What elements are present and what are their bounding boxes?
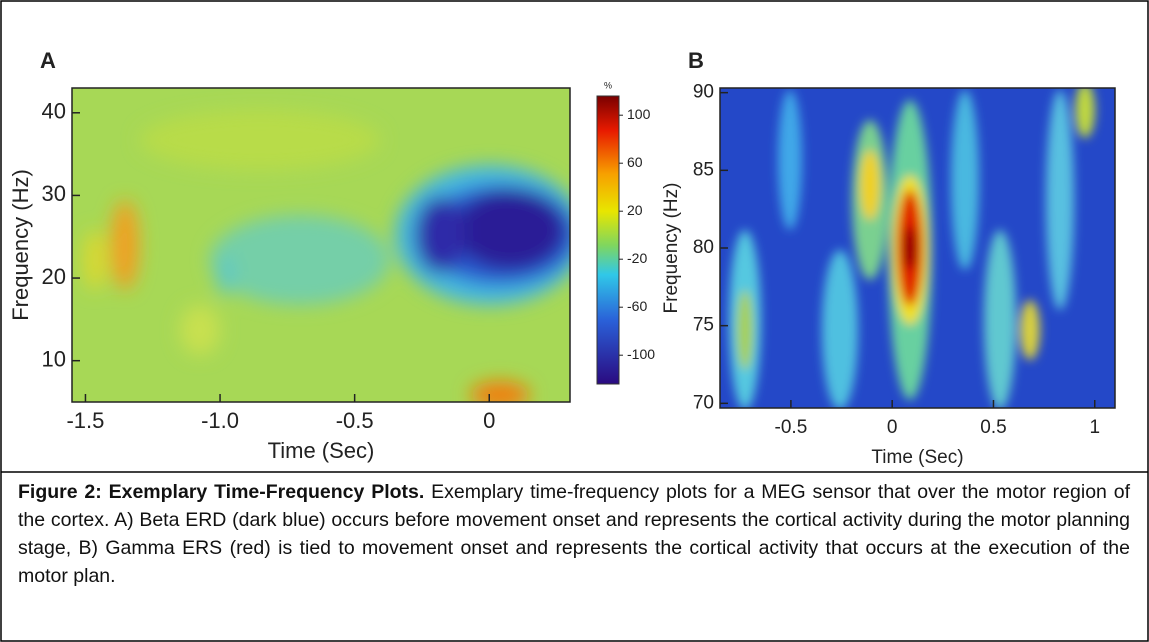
colorbar-tick-label: -20 xyxy=(627,250,647,266)
x-tick-label: 0 xyxy=(483,408,495,433)
colorbar xyxy=(596,95,620,385)
colorbar-tick-label: 100 xyxy=(627,106,651,122)
y-tick-label: 80 xyxy=(693,237,714,258)
panel-label: B xyxy=(688,48,704,73)
caption: Figure 2: Exemplary Time-Frequency Plots… xyxy=(18,478,1130,590)
y-axis-label: Frequency (Hz) xyxy=(661,183,682,314)
caption-title: Figure 2: Exemplary Time-Frequency Plots… xyxy=(18,481,425,503)
colorbar-tick-label: -60 xyxy=(627,298,647,314)
y-tick-label: 20 xyxy=(42,264,66,289)
y-tick-label: 10 xyxy=(42,346,66,371)
x-tick-label: -0.5 xyxy=(775,417,808,438)
colorbar-tick-label: 20 xyxy=(627,202,643,218)
y-tick-label: 30 xyxy=(42,181,66,206)
x-tick-label: 0 xyxy=(887,417,898,438)
panel-label: A xyxy=(40,48,56,73)
plot-frame xyxy=(71,87,571,403)
colorbar-label: % xyxy=(604,80,612,90)
y-tick-label: 85 xyxy=(693,159,714,180)
y-tick-label: 75 xyxy=(693,315,714,336)
y-tick-label: 40 xyxy=(42,99,66,124)
heatmap-image xyxy=(720,88,1115,408)
y-axis-label: Frequency (Hz) xyxy=(8,169,33,321)
heatmap-image xyxy=(72,88,570,402)
colorbar-tick-label: 60 xyxy=(627,154,643,170)
caption-text: Exemplary time-frequency plots for a MEG… xyxy=(18,481,1130,587)
x-tick-label: -1.0 xyxy=(201,408,239,433)
y-tick-label: 70 xyxy=(693,392,714,413)
colorbar-tick-label: -100 xyxy=(627,346,655,362)
x-axis-label: Time (Sec) xyxy=(871,447,963,468)
x-tick-label: 1 xyxy=(1089,417,1100,438)
x-axis-label: Time (Sec) xyxy=(268,438,375,463)
x-tick-label: -0.5 xyxy=(336,408,374,433)
y-tick-label: 90 xyxy=(693,82,714,103)
x-tick-label: 0.5 xyxy=(980,417,1006,438)
x-tick-label: -1.5 xyxy=(66,408,104,433)
